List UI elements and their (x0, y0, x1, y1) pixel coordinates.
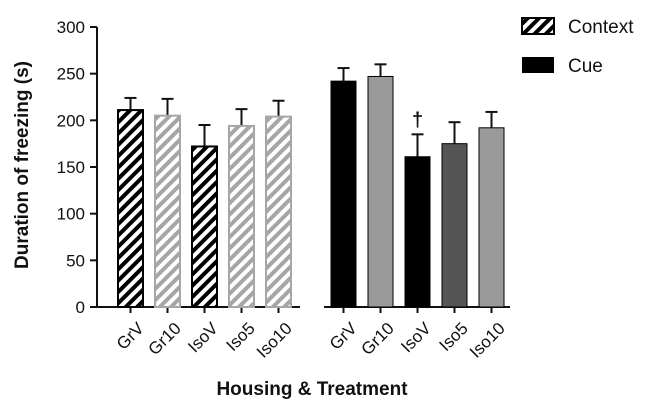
x-tick-label: GrV (326, 318, 361, 353)
bar-cue-gr10 (367, 75, 394, 308)
x-tick-label: GrV (113, 318, 148, 353)
legend-swatch-cue (522, 57, 554, 73)
legend-swatch-context (521, 17, 555, 35)
x-tick-label: Gr10 (145, 319, 185, 359)
y-tick-label: 150 (57, 158, 85, 177)
bars-layer (117, 63, 505, 308)
bar-context-grv (117, 109, 144, 308)
x-tick-label: IsoV (397, 318, 435, 356)
x-axis-title: Housing & Treatment (216, 379, 408, 400)
bar-cue-isov (404, 156, 431, 308)
y-tick-label: 100 (57, 205, 85, 224)
significance-marker: † (412, 109, 423, 131)
legend-label-cue: Cue (568, 56, 603, 77)
legend: Context Cue (521, 17, 634, 77)
x-tick-label: Iso10 (253, 319, 296, 362)
x-tick-label: Gr10 (358, 319, 398, 359)
y-tick-label: 250 (57, 65, 85, 84)
y-tick-label: 50 (66, 251, 85, 270)
bar-context-isov (191, 145, 218, 308)
y-tick-label: 0 (76, 298, 85, 317)
x-tick-label: Iso10 (466, 319, 509, 362)
legend-label-context: Context (568, 17, 634, 38)
x-tick-label: IsoV (184, 318, 222, 356)
bar-cue-iso10 (478, 127, 505, 308)
bar-context-gr10 (154, 114, 181, 308)
bar-cue-iso5 (441, 143, 468, 308)
bar-context-iso5 (228, 124, 255, 308)
y-tick-label: 200 (57, 111, 85, 130)
bar-cue-grv (330, 80, 357, 308)
bar-context-iso10 (265, 115, 292, 308)
y-tick-label: 300 (57, 18, 85, 37)
y-axis-title: Duration of freezing (s) (12, 61, 33, 269)
